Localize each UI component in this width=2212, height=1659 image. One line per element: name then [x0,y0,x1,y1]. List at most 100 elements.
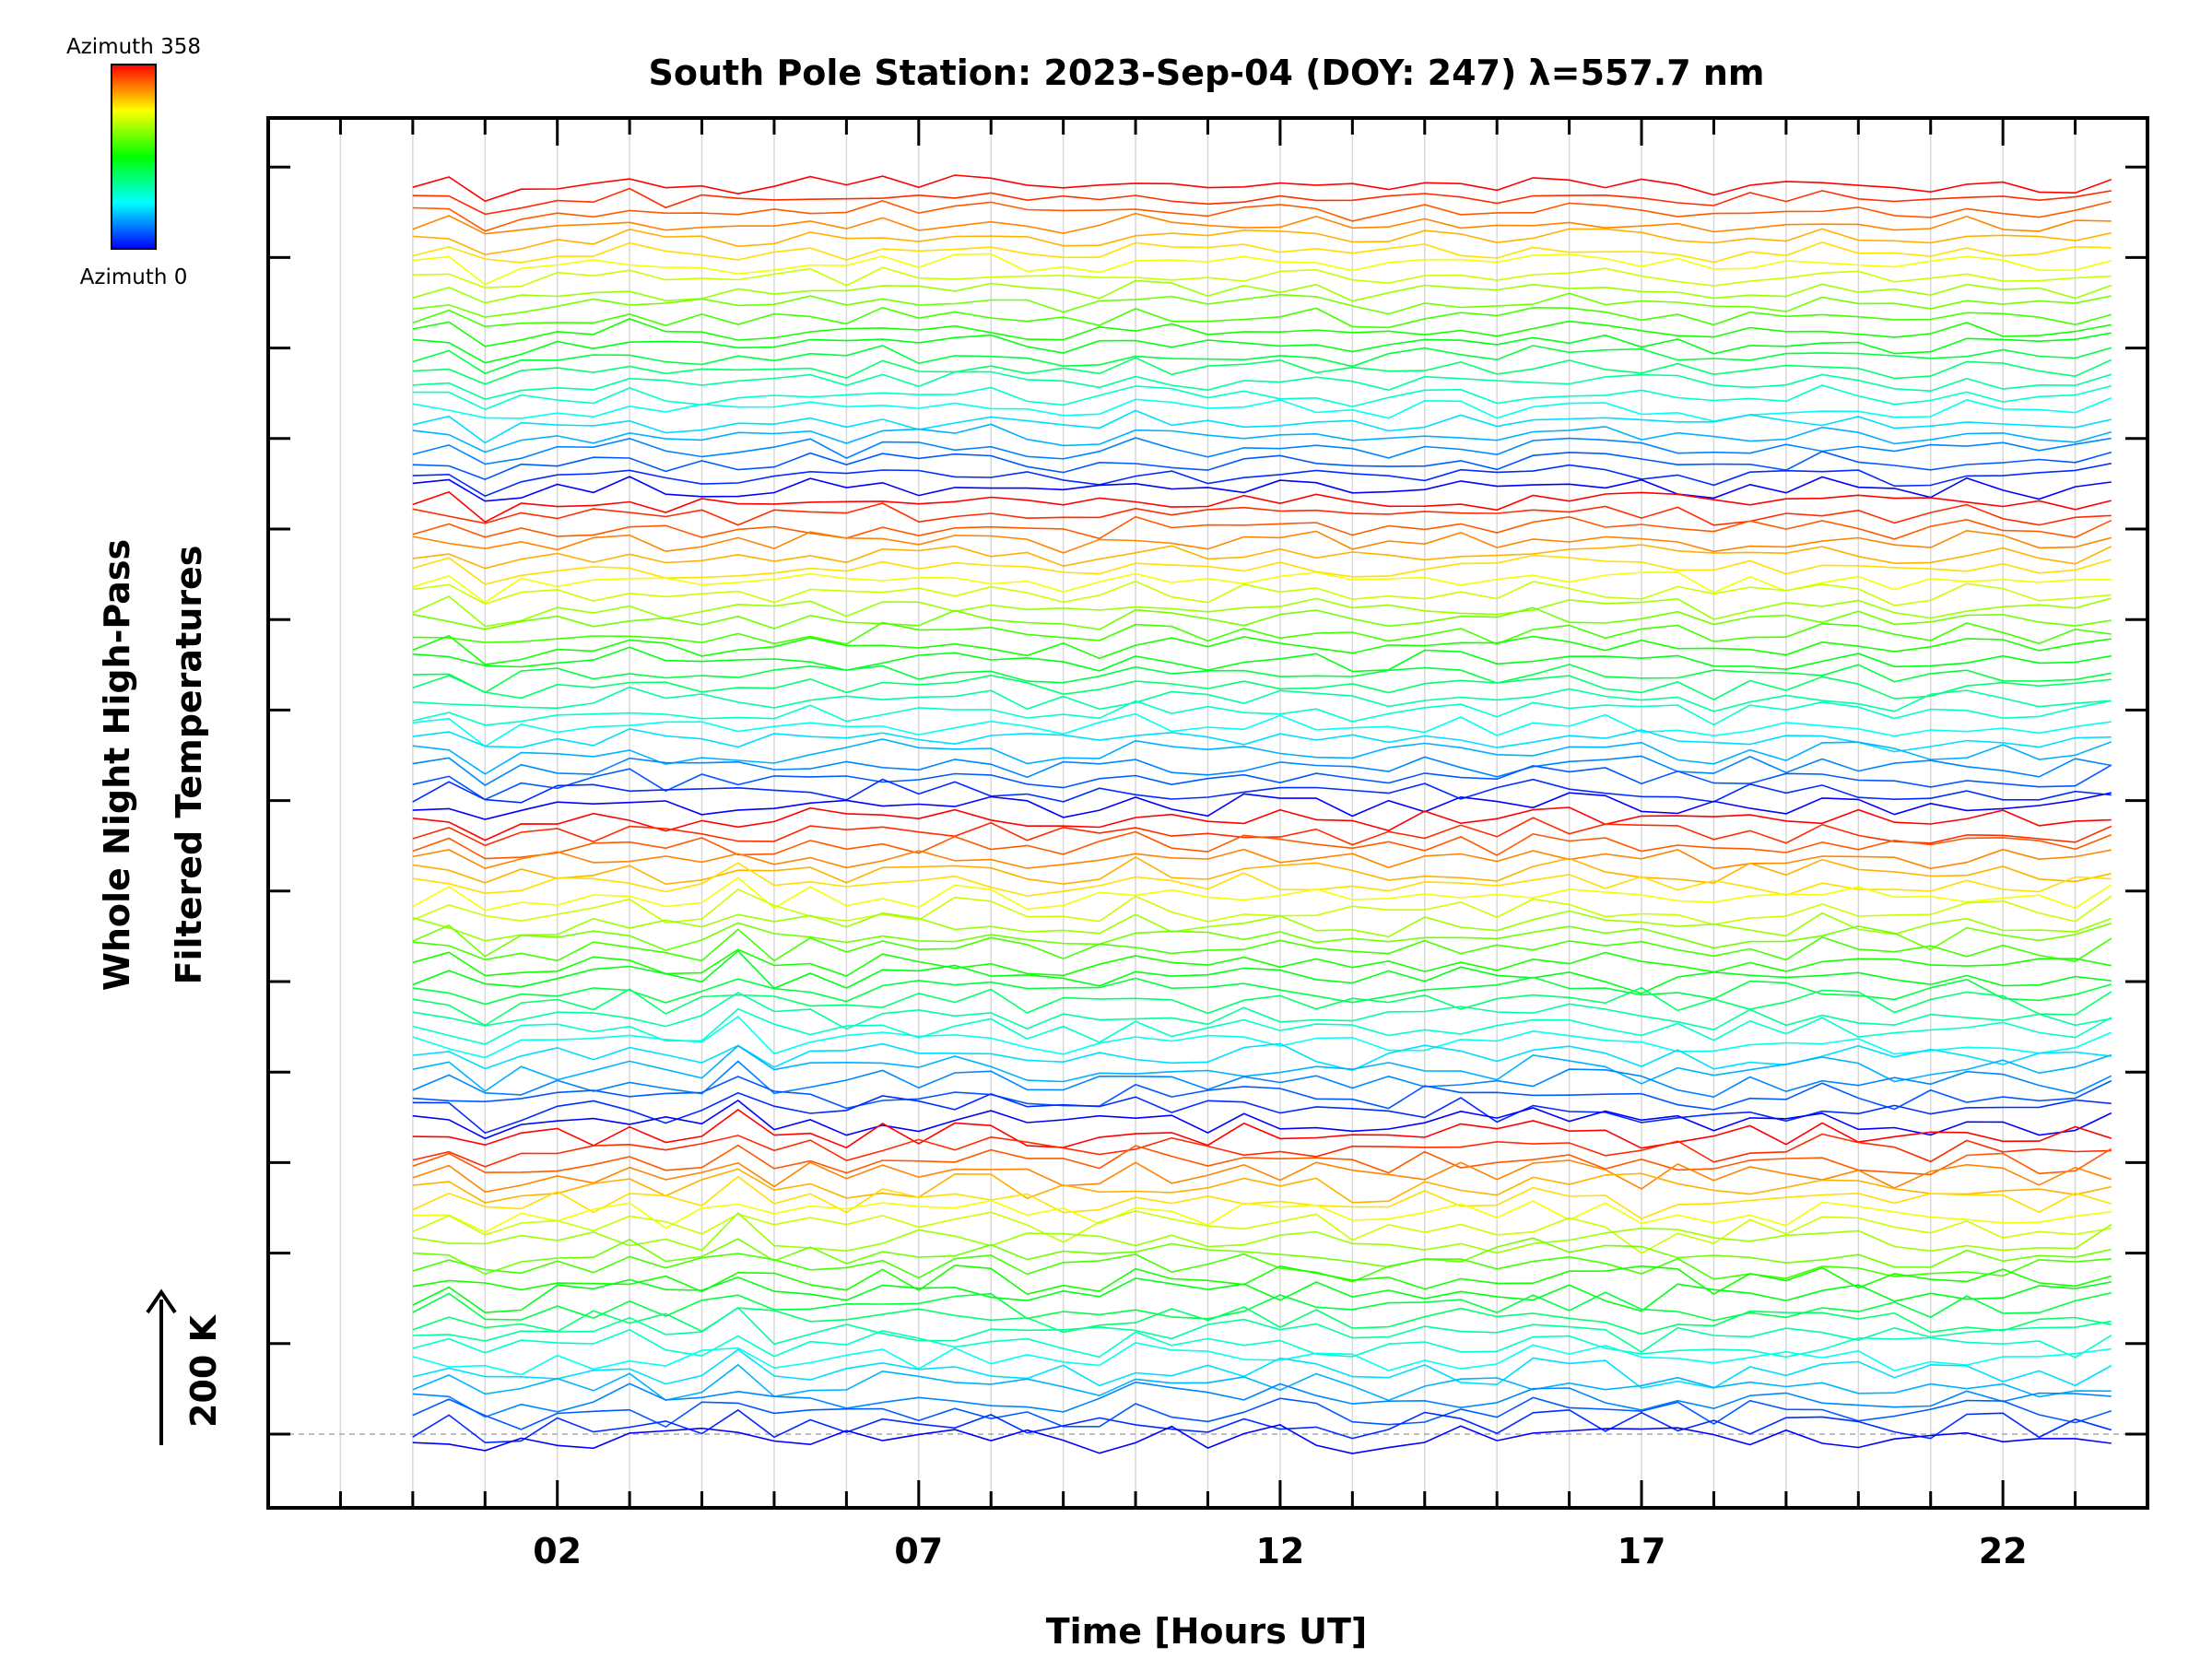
series-line [412,595,2112,628]
y-axis-label-line2: Filtered Temperatures [169,546,209,985]
series-line [412,306,2112,329]
series-line [412,1348,2112,1389]
series-line [412,1109,2112,1149]
series-line [412,384,2112,411]
series-line [412,700,2112,726]
series-line [412,764,2112,801]
series-line [412,674,2112,700]
series-line [412,806,2112,841]
chart-title: South Pole Station: 2023-Sep-04 (DOY: 24… [648,53,1764,93]
series-line [412,1144,2112,1176]
series-line [412,755,2112,786]
colorbar: Azimuth 358 Azimuth 0 [66,35,201,289]
series-line [412,1133,2112,1168]
series-line [412,437,2112,465]
series-line [412,502,2112,526]
series-line [412,1044,2112,1092]
axis-ticks [268,118,2147,1508]
series-line [412,174,2112,203]
series-line [412,686,2112,712]
x-tick-label: 02 [533,1531,582,1571]
series-line [412,949,2112,994]
series-line [412,241,2112,264]
y-axis-label-line1: Whole Night High-Pass [97,539,137,991]
series-line [412,1210,2112,1254]
series-line [412,396,2112,422]
series-line [412,357,2112,385]
series-line [412,1007,2112,1045]
x-tick-label: 17 [1618,1531,1666,1571]
series-line [412,253,2112,286]
colorbar-gradient [111,64,157,250]
colorbar-bottom-label: Azimuth 0 [80,265,188,289]
series-line [412,877,2112,912]
series-line [412,621,2112,645]
series-line [412,991,2112,1031]
x-axis-label: Time [Hours UT] [1046,1611,1368,1652]
series-line [412,976,2112,1006]
series-line [412,1381,2112,1418]
series-line [412,476,2112,502]
series-line [412,634,2112,665]
scale-bar-label: 200 K [183,1313,224,1428]
series-line [412,1199,2112,1233]
series-line [412,1424,2112,1454]
series-line [412,1091,2112,1135]
series-line [412,450,2112,480]
series-line [412,738,2112,775]
series-line [412,1076,2112,1111]
series-line [412,423,2112,453]
series-line [412,515,2112,540]
series-line [412,371,2112,400]
series-line [412,554,2112,585]
series-line [412,817,2112,847]
series-lines [412,174,2112,1454]
series-line [412,862,2112,897]
series-line [412,332,2112,364]
series-line [412,266,2112,288]
series-line [412,200,2112,232]
series-line [412,986,2112,1027]
series-line [412,1396,2112,1430]
series-line [412,1237,2112,1276]
series-line [412,463,2112,498]
series-line [412,212,2112,235]
series-line [412,855,2112,886]
series-line [412,1015,2112,1059]
series-line [412,409,2112,444]
series-line [412,830,2112,860]
grid-lines [268,118,2147,1508]
series-line [412,529,2112,554]
colorbar-top-label: Azimuth 358 [66,35,201,59]
series-line [412,888,2112,925]
series-line [412,1291,2112,1322]
series-line [412,1265,2112,1295]
series-line [412,948,2112,977]
series-line [412,490,2112,524]
series-line [412,1042,2112,1072]
series-line [412,345,2112,375]
series-line [412,1253,2112,1283]
series-line [412,792,2112,820]
series-line [412,910,2112,942]
series-line [412,228,2112,256]
series-line [412,580,2112,606]
series-line [412,664,2112,694]
series-line [412,187,2112,216]
series-line [412,292,2112,318]
series-line [412,1100,2112,1140]
series-line [412,1159,2112,1194]
series-line [412,712,2112,747]
x-tick-label: 07 [894,1531,943,1571]
series-line [412,544,2112,570]
series-line [412,1211,2112,1254]
series-line [412,318,2112,347]
series-line [412,279,2112,304]
series-line [412,922,2112,958]
series-line [412,1060,2112,1099]
series-line [412,646,2112,673]
x-tick-labels: 02 07 12 17 22 [533,1531,2027,1571]
x-tick-label: 22 [1979,1531,2028,1571]
series-line [412,1306,2112,1335]
